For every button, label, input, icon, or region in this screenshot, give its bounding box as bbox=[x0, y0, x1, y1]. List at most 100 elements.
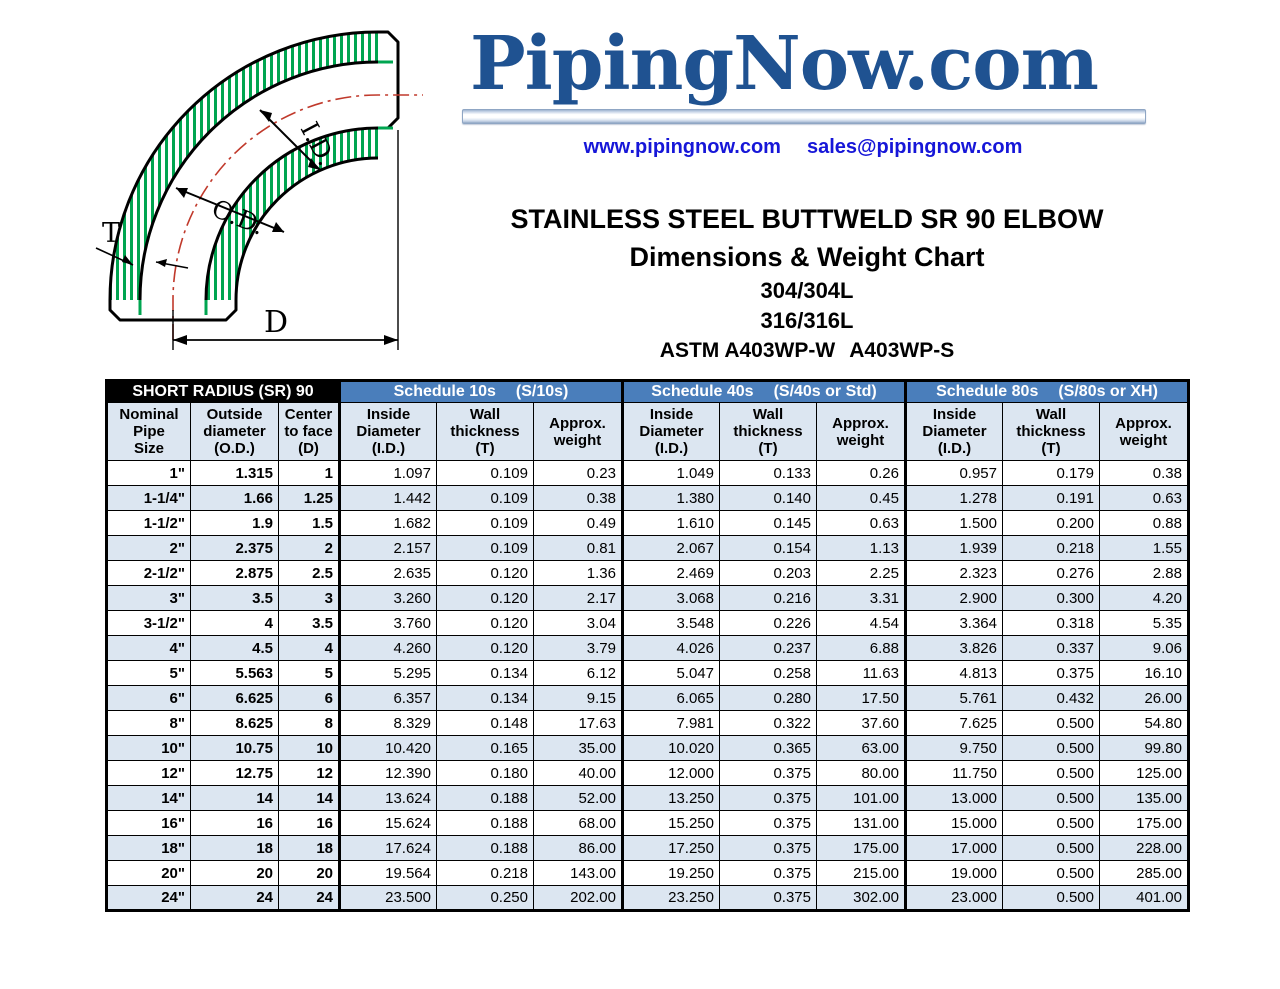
table-cell: 0.109 bbox=[436, 485, 534, 511]
table-cell: 3.79 bbox=[533, 635, 623, 661]
table-cell: 12" bbox=[106, 760, 191, 786]
table-cell: 3.760 bbox=[338, 610, 437, 636]
hdr-line: (T) bbox=[1041, 440, 1061, 457]
table-cell: 10.020 bbox=[621, 735, 720, 761]
table-cell: 175.00 bbox=[816, 835, 906, 861]
table-cell: 18 bbox=[190, 835, 279, 861]
table-cell: 12.000 bbox=[621, 760, 720, 786]
table-cell: 0.140 bbox=[719, 485, 817, 511]
table-cell: 26.00 bbox=[1099, 685, 1189, 711]
table-cell: 0.109 bbox=[436, 535, 534, 561]
table-cell: 5.761 bbox=[904, 685, 1003, 711]
table-row: 10" 10.75 10 10.420 0.165 35.00 10.020 0.365 63.… bbox=[106, 735, 1189, 761]
table-cell: 0.322 bbox=[719, 710, 817, 736]
table-cell: 20 bbox=[278, 860, 340, 886]
table-cell: 1.5 bbox=[278, 510, 340, 536]
table-cell: 0.179 bbox=[1002, 460, 1100, 486]
website-link[interactable]: www.pipingnow.com bbox=[583, 136, 781, 158]
table-cell: 0.188 bbox=[436, 835, 534, 861]
table-row: 4" 4.5 4 4.260 0.120 3.79 4.026 0.237 6.88 3.826 0… bbox=[106, 635, 1189, 661]
table-cell: 0.120 bbox=[436, 585, 534, 611]
table-cell: 0.38 bbox=[1099, 460, 1189, 486]
table-row: 3" 3.5 3 3.260 0.120 2.17 3.068 0.216 3.31 2.900 0… bbox=[106, 585, 1189, 611]
table-cell: 23.250 bbox=[621, 885, 720, 911]
table-cell: 0.180 bbox=[436, 760, 534, 786]
hdr-line: Nominal bbox=[119, 406, 179, 423]
table-cell: 52.00 bbox=[533, 785, 623, 811]
table-cell: 4 bbox=[278, 635, 340, 661]
table-cell: 0.375 bbox=[719, 835, 817, 861]
table-cell: 215.00 bbox=[816, 860, 906, 886]
email-link[interactable]: sales@pipingnow.com bbox=[806, 136, 1023, 158]
col-header-outside-diameter: Outside diameter (O.D.) bbox=[190, 402, 279, 461]
hdr-line: Diameter bbox=[639, 423, 704, 440]
table-cell: 1.097 bbox=[338, 460, 437, 486]
table-cell: 17.000 bbox=[904, 835, 1003, 861]
table-cell: 0.375 bbox=[719, 810, 817, 836]
elbow-diagram-svg: I.D. O.D. T bbox=[95, 30, 423, 350]
table-cell: 2.323 bbox=[904, 560, 1003, 586]
table-cell: 2.17 bbox=[533, 585, 623, 611]
table-cell: 202.00 bbox=[533, 885, 623, 911]
table-row: 24" 24 24 23.500 0.250 202.00 23.250 0.375 302.0… bbox=[106, 885, 1189, 911]
table-cell: 2.635 bbox=[338, 560, 437, 586]
table-cell: 3.826 bbox=[904, 635, 1003, 661]
table-cell: 37.60 bbox=[816, 710, 906, 736]
hdr-line: Size bbox=[133, 440, 164, 457]
table-cell: 16" bbox=[106, 810, 191, 836]
table-cell: 10.420 bbox=[338, 735, 437, 761]
table-cell: 5.35 bbox=[1099, 610, 1189, 636]
table-cell: 4" bbox=[106, 635, 191, 661]
table-cell: 5.563 bbox=[190, 660, 279, 686]
table-cell: 4.20 bbox=[1099, 585, 1189, 611]
id-dimension bbox=[259, 109, 321, 171]
table-row: 1" 1.315 1 1.097 0.109 0.23 1.049 0.133 0.26 0.95… bbox=[106, 460, 1189, 486]
table-row: 8" 8.625 8 8.329 0.148 17.63 7.981 0.322 37.60 7.… bbox=[106, 710, 1189, 736]
table-cell: 6.12 bbox=[533, 660, 623, 686]
table-cell: 0.300 bbox=[1002, 585, 1100, 611]
table-cell: 10 bbox=[278, 735, 340, 761]
table-cell: 0.120 bbox=[436, 560, 534, 586]
table-cell: 1.55 bbox=[1099, 535, 1189, 561]
hdr-line: weight bbox=[1119, 431, 1168, 449]
table-cell: 9.06 bbox=[1099, 635, 1189, 661]
table-cell: 131.00 bbox=[816, 810, 906, 836]
table-cell: 0.26 bbox=[816, 460, 906, 486]
table-cell: 15.624 bbox=[338, 810, 437, 836]
table-cell: 0.500 bbox=[1002, 760, 1100, 786]
group-sched40-label: Schedule 40s bbox=[651, 383, 754, 400]
d-dimension bbox=[172, 130, 399, 350]
header-area: I.D. O.D. T bbox=[0, 0, 1280, 378]
table-cell: 8" bbox=[106, 710, 191, 736]
table-cell: 5 bbox=[278, 660, 340, 686]
hdr-line: (I.D.) bbox=[371, 440, 406, 457]
dimensions-table-wrap: SHORT RADIUS (SR) 90 Schedule 10s (S/10s)… bbox=[105, 379, 1190, 912]
table-cell: 14 bbox=[278, 785, 340, 811]
hdr-line: Approx. bbox=[1115, 414, 1172, 432]
group-schedule-10s: Schedule 10s (S/10s) bbox=[338, 380, 623, 403]
table-row: 14" 14 14 13.624 0.188 52.00 13.250 0.375 101.00… bbox=[106, 785, 1189, 811]
table-row: 1-1/4" 1.66 1.25 1.442 0.109 0.38 1.380 0.140 0.… bbox=[106, 485, 1189, 511]
table-cell: 0.218 bbox=[436, 860, 534, 886]
table-cell: 1.610 bbox=[621, 510, 720, 536]
table-cell: 1.9 bbox=[190, 510, 279, 536]
table-cell: 13.250 bbox=[621, 785, 720, 811]
hdr-line: weight bbox=[836, 431, 885, 449]
table-cell: 2.469 bbox=[621, 560, 720, 586]
table-cell: 1.442 bbox=[338, 485, 437, 511]
table-cell: 3.548 bbox=[621, 610, 720, 636]
table-cell: 135.00 bbox=[1099, 785, 1189, 811]
table-cell: 0.88 bbox=[1099, 510, 1189, 536]
table-cell: 0.432 bbox=[1002, 685, 1100, 711]
hdr-line: Inside bbox=[649, 406, 694, 423]
table-cell: 3.364 bbox=[904, 610, 1003, 636]
table-cell: 0.375 bbox=[719, 785, 817, 811]
table-body: 1" 1.315 1 1.097 0.109 0.23 1.049 0.133 0.26 0.95… bbox=[106, 460, 1189, 911]
table-cell: 0.165 bbox=[436, 735, 534, 761]
table-cell: 0.188 bbox=[436, 785, 534, 811]
table-cell: 17.63 bbox=[533, 710, 623, 736]
table-cell: 0.375 bbox=[719, 885, 817, 911]
table-cell: 1 bbox=[278, 460, 340, 486]
col-header-s80-wall-thickness: Wall thickness (T) bbox=[1002, 402, 1100, 461]
table-cell: 2.157 bbox=[338, 535, 437, 561]
